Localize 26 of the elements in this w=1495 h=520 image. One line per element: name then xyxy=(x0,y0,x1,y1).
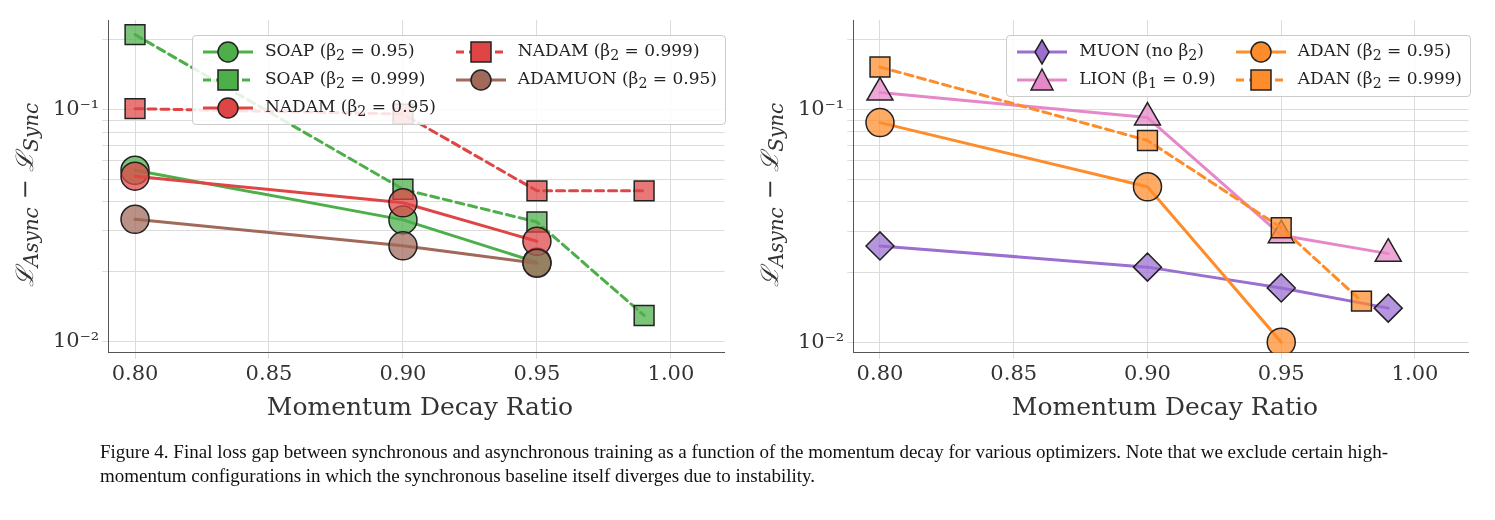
x-tick-label: 0.80 xyxy=(856,360,904,385)
x-tick-label: 0.90 xyxy=(379,360,427,385)
legend-label: SOAP (β$_{2}$ = 0.95) xyxy=(264,40,415,64)
y-tick-label: 10⁻¹ xyxy=(52,96,100,121)
x-tick-label: 0.95 xyxy=(513,360,561,385)
caption: Figure 4. Final loss gap between synchronous and asynchronous training as a function of the momentum decay for various optimizers. Note that we exclude certain high-momentum configurations in which the synchronous baseline itself diverges due to instability. xyxy=(100,440,1389,488)
legend-label: ADAN (β$_{2}$ = 0.95) xyxy=(1297,40,1452,64)
legend-label: NADAM (β$_{2}$ = 0.95) xyxy=(264,96,436,120)
x-tick-label: 1.00 xyxy=(1391,360,1439,385)
legend-label: NADAM (β$_{2}$ = 0.999) xyxy=(517,40,700,64)
legend-label: ADAN (β$_{2}$ = 0.999) xyxy=(1297,68,1462,92)
x-tick-label: 0.90 xyxy=(1124,360,1171,385)
legend-label: LION (β$_{1}$ = 0.9) xyxy=(1079,68,1216,92)
x-axis-title: Momentum Decay Ratio xyxy=(1010,392,1320,421)
y-tick-label: 10⁻¹ xyxy=(797,95,845,120)
x-axis-title: Momentum Decay Ratio xyxy=(265,392,575,421)
legend-label: ADAMUON (β$_{2}$ = 0.95) xyxy=(517,68,717,92)
x-tick-label: 1.00 xyxy=(647,360,695,385)
x-tick-label: 0.85 xyxy=(990,360,1038,385)
y-tick-label: 10⁻² xyxy=(52,327,100,352)
legend-label: SOAP (β$_{2}$ = 0.999) xyxy=(264,68,426,92)
x-tick-label: 0.80 xyxy=(111,360,159,385)
x-tick-label: 0.95 xyxy=(1257,360,1305,385)
y-tick-label: 10⁻² xyxy=(797,328,845,353)
x-tick-label: 0.85 xyxy=(245,360,293,385)
legend-label: MUON (no β$_{2}$) xyxy=(1079,40,1204,64)
